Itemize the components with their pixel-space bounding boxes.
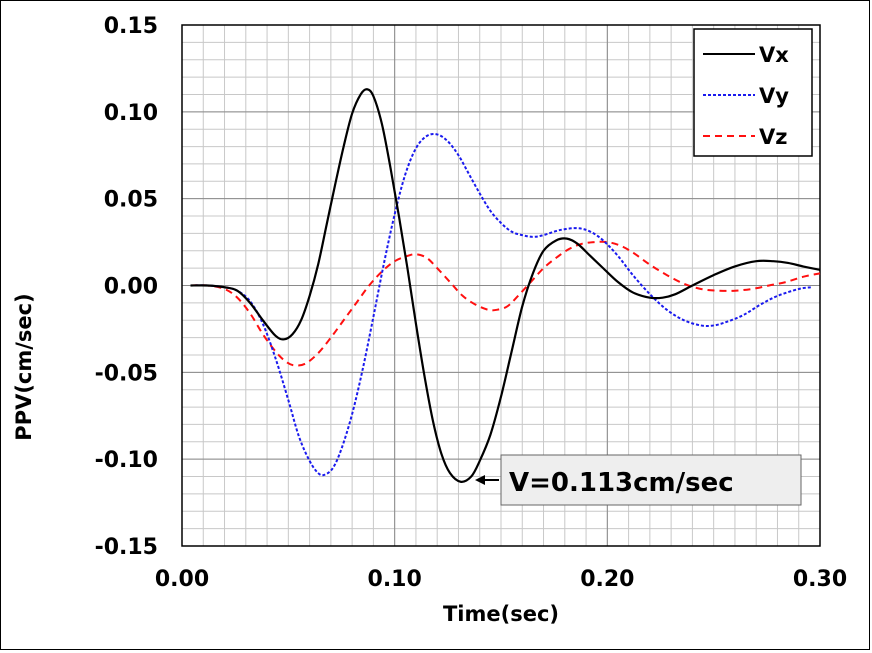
plot-area-border (181, 24, 821, 547)
x-tick-label: 0.20 (580, 567, 634, 592)
y-tick-label: -0.05 (95, 361, 158, 386)
legend-label-vz: Vz (759, 125, 787, 149)
series-layer (190, 88, 821, 483)
x-tick-label: 0.30 (793, 567, 847, 592)
series-line-vy (190, 132, 812, 477)
x-tick-label: 0.10 (368, 567, 422, 592)
legend-label-vx: Vx (759, 43, 789, 67)
legend-label-vy: Vy (759, 84, 789, 108)
y-tick-label: -0.10 (95, 448, 158, 473)
y-tick-label: 0.00 (104, 275, 158, 300)
legend-box (693, 28, 813, 157)
series-line-vz (190, 240, 821, 367)
annotation-box (500, 454, 802, 506)
y-tick-label: 0.10 (104, 101, 158, 126)
y-tick-label: -0.15 (95, 535, 158, 560)
x-axis-title: Time(sec) (443, 602, 559, 626)
annotation-arrow-head (475, 475, 485, 485)
legend: Vx Vy Vz (693, 28, 813, 157)
x-tick-labels: 0.00 0.10 0.20 0.30 (155, 567, 847, 592)
peak-annotation: V=0.113cm/sec (475, 454, 802, 506)
series-line-vx (190, 88, 821, 483)
y-tick-label: 0.05 (104, 188, 158, 213)
annotation-text: V=0.113cm/sec (509, 468, 734, 498)
y-tick-labels: -0.15 -0.10 -0.05 0.00 0.05 0.10 0.15 (95, 14, 158, 560)
y-tick-label: 0.15 (104, 14, 158, 39)
y-axis-title: PPV(cm/sec) (12, 293, 36, 440)
x-tick-label: 0.00 (155, 567, 209, 592)
